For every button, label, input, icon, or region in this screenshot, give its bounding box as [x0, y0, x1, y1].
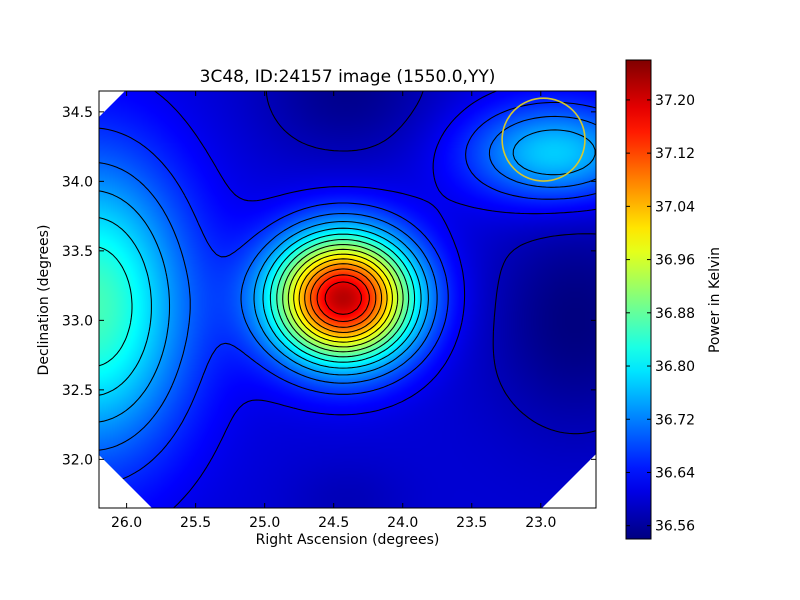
colorbar-tick-label: 36.56 — [655, 519, 695, 535]
colorbar-tick-label: 37.04 — [655, 199, 695, 215]
x-axis: 26.0 25.5 25.0 24.5 24.0 23.5 23.0 — [111, 91, 556, 531]
y-tick-label: 32.0 — [62, 452, 93, 468]
heatmap-image — [99, 91, 596, 508]
y-tick-label: 34.5 — [62, 105, 93, 121]
masked-corner-bottom-right — [542, 454, 596, 508]
contour-line — [324, 281, 362, 315]
beam-circle — [501, 97, 586, 182]
colorbar: 36.56 36.64 36.72 36.80 36.88 36.96 37.04 37.12… — [625, 59, 723, 540]
y-axis-label: Declination (degrees) — [36, 225, 52, 376]
chart-title: 3C48, ID:24157 image (1550.0,YY) — [200, 67, 496, 87]
contour-line — [99, 233, 416, 367]
colorbar-label: Power in Kelvin — [707, 247, 723, 353]
x-tick-label: 25.0 — [249, 515, 280, 531]
colorbar-tick-label: 36.72 — [655, 412, 695, 428]
x-tick-label: 23.5 — [456, 515, 487, 531]
y-tick-label: 32.5 — [62, 383, 93, 399]
x-tick-label: 26.0 — [111, 515, 142, 531]
colorbar-tick-label: 36.64 — [655, 465, 695, 481]
y-tick-label: 34.0 — [62, 174, 93, 190]
y-tick-label: 33.5 — [62, 244, 93, 260]
contour-line — [304, 263, 383, 334]
masked-corner-bottom-left — [99, 455, 152, 508]
y-axis: 32.0 32.5 33.0 33.5 34.0 34.5 — [62, 105, 596, 468]
contour-line — [99, 101, 596, 486]
plot-area — [98, 90, 597, 509]
plot-frame — [98, 90, 597, 509]
colorbar-tick-label: 37.20 — [655, 93, 695, 109]
contour-line — [154, 91, 596, 508]
x-tick-label: 25.5 — [180, 515, 211, 531]
contour-line — [293, 253, 393, 343]
contour-line — [298, 258, 388, 338]
contour-line — [99, 115, 596, 451]
contour-line — [287, 248, 399, 348]
x-tick-label: 24.0 — [387, 515, 418, 531]
contour-line — [265, 91, 596, 435]
y-tick-label: 33.0 — [62, 313, 93, 329]
colorbar-ticks: 36.56 36.64 36.72 36.80 36.88 36.96 37.04 37.12… — [626, 93, 695, 535]
colorbar-tick-label: 37.12 — [655, 146, 695, 162]
masked-corner-top-left — [99, 91, 125, 117]
contour-line — [310, 268, 377, 328]
x-tick-label: 24.5 — [318, 515, 349, 531]
colorbar-strip — [625, 59, 652, 540]
contour-line — [99, 129, 596, 423]
colorbar-tick-label: 36.88 — [655, 306, 695, 322]
contour-lines — [99, 91, 596, 508]
colorbar-tick-label: 36.96 — [655, 253, 695, 269]
contour-line — [316, 274, 370, 323]
contour-line — [276, 238, 410, 358]
x-tick-label: 23.0 — [525, 515, 556, 531]
contour-line — [282, 243, 404, 353]
colorbar-tick-label: 36.80 — [655, 359, 695, 375]
contour-line — [99, 217, 422, 396]
x-axis-label: Right Ascension (degrees) — [256, 532, 440, 548]
